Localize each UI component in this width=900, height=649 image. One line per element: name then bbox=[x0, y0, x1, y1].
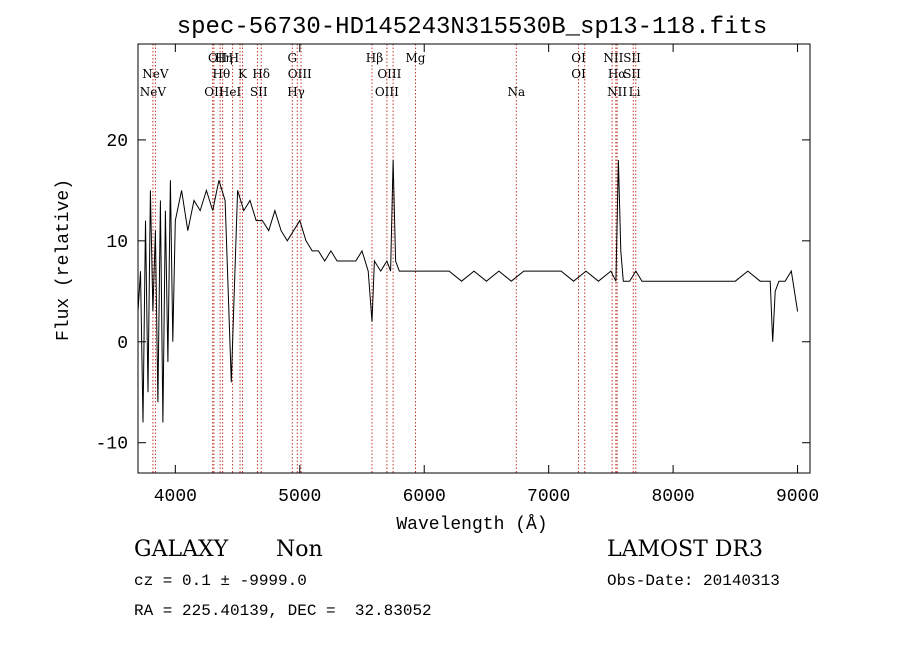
marker-label: SII bbox=[250, 85, 268, 99]
marker-label: H bbox=[229, 51, 239, 65]
coordinates-line: RA = 225.40139, DEC = 32.83052 bbox=[134, 602, 432, 620]
marker-label: Na bbox=[507, 85, 525, 99]
marker-label: NeV bbox=[140, 85, 167, 99]
marker-label: Hβ bbox=[366, 51, 383, 65]
marker-label: OII bbox=[208, 51, 228, 65]
observation-date: Obs-Date: 20140313 bbox=[607, 572, 780, 590]
x-tick-label: 4000 bbox=[154, 487, 197, 507]
marker-label: Hγ bbox=[287, 85, 305, 99]
x-tick-label: 9000 bbox=[776, 487, 819, 507]
marker-label: G bbox=[288, 51, 298, 65]
object-class: GALAXY bbox=[134, 537, 229, 562]
x-tick-label: 7000 bbox=[527, 487, 570, 507]
y-tick-label: 0 bbox=[117, 334, 128, 354]
marker-label: Hα bbox=[608, 67, 627, 81]
marker-label: Hδ bbox=[252, 67, 270, 81]
marker-label: Li bbox=[629, 85, 641, 99]
marker-label: SII bbox=[623, 67, 641, 81]
x-axis-label: Wavelength (Å) bbox=[396, 514, 547, 535]
marker-label: OIII bbox=[288, 67, 312, 81]
x-axis-ticks: 4000 5000 6000 7000 8000 9000 bbox=[154, 44, 819, 507]
x-tick-label: 5000 bbox=[278, 487, 321, 507]
marker-label: OI bbox=[571, 51, 586, 65]
marker-label: Hθ bbox=[213, 67, 231, 81]
marker-label: NII bbox=[607, 85, 627, 99]
chart-title: spec-56730-HD145243N315530B_sp13-118.fit… bbox=[177, 14, 768, 41]
spectrum-series-line bbox=[137, 160, 799, 423]
y-axis-label: Flux (relative) bbox=[54, 179, 74, 341]
marker-label: NII bbox=[603, 51, 623, 65]
marker-label: SII bbox=[623, 51, 641, 65]
x-tick-label: 6000 bbox=[403, 487, 446, 507]
redshift-line: cz = 0.1 ± -9999.0 bbox=[134, 572, 307, 590]
marker-label: Mg bbox=[406, 51, 426, 65]
marker-label: K bbox=[238, 67, 248, 81]
marker-label: OIII bbox=[377, 67, 401, 81]
marker-label: OI bbox=[571, 67, 586, 81]
y-tick-label: 20 bbox=[106, 132, 128, 152]
marker-label: Hη bbox=[215, 51, 233, 65]
marker-label: HeI bbox=[219, 85, 242, 99]
y-tick-label: 10 bbox=[106, 233, 128, 253]
x-tick-label: 8000 bbox=[652, 487, 695, 507]
marker-label: OII bbox=[204, 85, 224, 99]
marker-label: NeV bbox=[142, 67, 169, 81]
emission-line-markers bbox=[152, 44, 637, 473]
object-subclass: Non bbox=[276, 537, 323, 562]
y-axis-ticks: -10 0 10 20 bbox=[96, 132, 810, 455]
plot-frame bbox=[137, 43, 811, 474]
marker-label: OIII bbox=[375, 85, 399, 99]
y-tick-label: -10 bbox=[96, 435, 128, 455]
survey-label: LAMOST DR3 bbox=[607, 537, 763, 562]
